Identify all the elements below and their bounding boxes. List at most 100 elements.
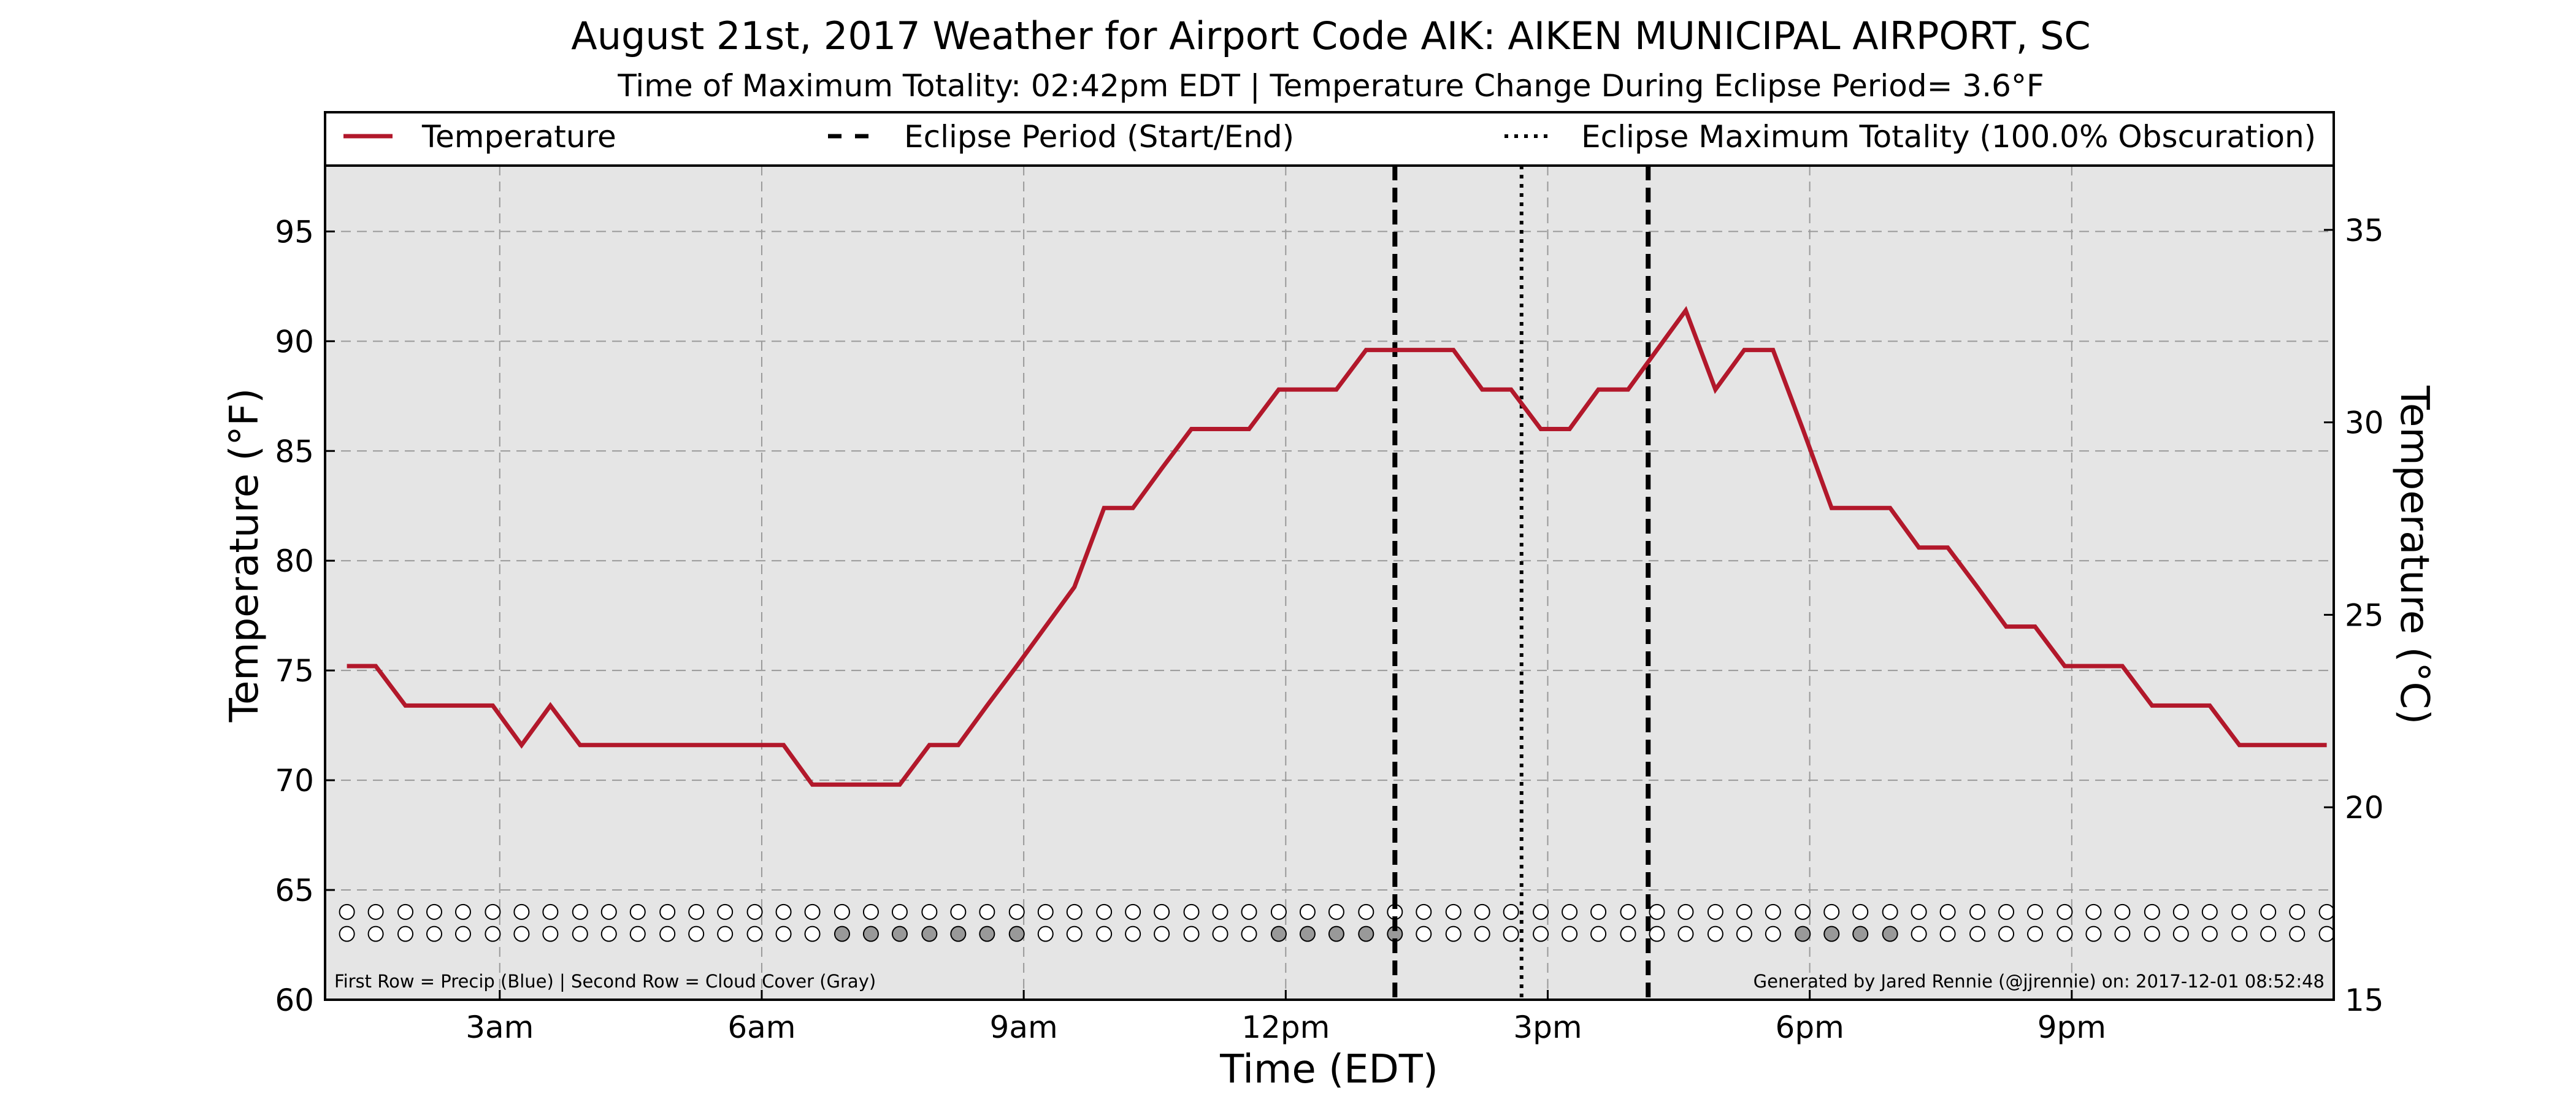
legend-eclipse-period-label: Eclipse Period (Start/End) bbox=[904, 119, 1294, 155]
cloud-cover-marker bbox=[2260, 926, 2277, 942]
precip-marker bbox=[1677, 903, 1694, 920]
cloud-cover-marker bbox=[1620, 926, 1636, 942]
cloud-cover-marker bbox=[485, 926, 501, 942]
cloud-cover-marker bbox=[2085, 926, 2102, 942]
cloud-cover-marker bbox=[1533, 926, 1549, 942]
precip-marker bbox=[1590, 903, 1607, 920]
precip-marker bbox=[804, 903, 821, 920]
x-tick-label: 3am bbox=[466, 1010, 534, 1045]
y-tick-label: 90 bbox=[275, 324, 314, 359]
cloud-cover-marker bbox=[746, 926, 763, 942]
precip-marker bbox=[1008, 903, 1025, 920]
y-right-tick-label: 20 bbox=[2345, 790, 2384, 826]
cloud-cover-marker bbox=[572, 926, 588, 942]
cloud-cover-marker bbox=[2172, 926, 2189, 942]
cloud-cover-marker bbox=[367, 926, 384, 942]
cloud-cover-marker bbox=[1416, 926, 1432, 942]
y-axis-left-label: Temperature (°F) bbox=[222, 388, 267, 723]
cloud-cover-marker bbox=[339, 926, 355, 942]
precip-marker bbox=[600, 903, 617, 920]
y-tick-label: 60 bbox=[275, 983, 314, 1018]
precip-marker bbox=[1474, 903, 1490, 920]
cloud-cover-marker bbox=[1911, 926, 1927, 942]
chart-subtitle: Time of Maximum Totality: 02:42pm EDT | … bbox=[617, 68, 2044, 104]
precip-marker bbox=[542, 903, 559, 920]
cloud-cover-marker bbox=[1882, 926, 1898, 942]
cloud-cover-marker bbox=[542, 926, 559, 942]
precip-marker bbox=[1765, 903, 1781, 920]
precip-marker bbox=[1939, 903, 1956, 920]
precip-marker bbox=[1212, 903, 1229, 920]
cloud-cover-marker bbox=[659, 926, 676, 942]
cloud-cover-marker bbox=[1445, 926, 1462, 942]
x-tick-label: 3pm bbox=[1513, 1010, 1582, 1045]
cloud-cover-marker bbox=[834, 926, 850, 942]
y-right-tick-label: 25 bbox=[2345, 597, 2384, 633]
y-tick-label: 70 bbox=[275, 763, 314, 799]
precip-marker bbox=[1328, 903, 1344, 920]
cloud-cover-marker bbox=[717, 926, 734, 942]
cloud-cover-marker bbox=[804, 926, 821, 942]
y-axis-right-label: Temperature (°C) bbox=[2391, 385, 2437, 724]
precip-marker bbox=[1998, 903, 2015, 920]
y-tick-label: 65 bbox=[275, 873, 314, 908]
precip-marker bbox=[2318, 903, 2335, 920]
cloud-cover-marker bbox=[1823, 926, 1840, 942]
cloud-cover-marker bbox=[950, 926, 967, 942]
precip-marker bbox=[979, 903, 995, 920]
y-right-tick-label: 30 bbox=[2345, 405, 2384, 441]
cloud-cover-marker bbox=[1474, 926, 1490, 942]
cloud-cover-marker bbox=[2114, 926, 2131, 942]
precip-marker bbox=[950, 903, 967, 920]
cloud-cover-marker bbox=[1125, 926, 1141, 942]
grid-lines bbox=[325, 166, 2334, 1000]
cloud-cover-marker bbox=[1037, 926, 1054, 942]
precip-marker bbox=[1503, 903, 1519, 920]
precip-marker bbox=[862, 903, 879, 920]
precip-marker bbox=[2289, 903, 2306, 920]
precip-marker bbox=[1066, 903, 1083, 920]
precip-marker bbox=[1358, 903, 1374, 920]
y-tick-label: 75 bbox=[275, 653, 314, 689]
cloud-cover-marker bbox=[1969, 926, 1986, 942]
cloud-cover-marker bbox=[1270, 926, 1287, 942]
cloud-cover-marker bbox=[2027, 926, 2044, 942]
precip-marker bbox=[1270, 903, 1287, 920]
cloud-cover-marker bbox=[1562, 926, 1578, 942]
precip-marker bbox=[1620, 903, 1636, 920]
cloud-cover-marker bbox=[1096, 926, 1113, 942]
precip-marker bbox=[1852, 903, 1869, 920]
cloud-cover-marker bbox=[600, 926, 617, 942]
precip-marker bbox=[1299, 903, 1316, 920]
cloud-cover-marker bbox=[1503, 926, 1519, 942]
precip-marker bbox=[891, 903, 908, 920]
cloud-cover-marker bbox=[2231, 926, 2248, 942]
cloud-cover-marker bbox=[688, 926, 705, 942]
precip-marker bbox=[1183, 903, 1200, 920]
cloud-cover-marker bbox=[426, 926, 442, 942]
cloud-cover-marker bbox=[862, 926, 879, 942]
footnote-right: Generated by Jared Rennie (@jjrennie) on… bbox=[1754, 971, 2325, 992]
precip-marker bbox=[454, 903, 471, 920]
precip-marker bbox=[485, 903, 501, 920]
cloud-cover-marker bbox=[1358, 926, 1374, 942]
x-tick-label: 9pm bbox=[2037, 1010, 2106, 1045]
precip-marker bbox=[629, 903, 646, 920]
precip-marker bbox=[2085, 903, 2102, 920]
y-right-tick-label: 35 bbox=[2345, 213, 2384, 248]
precip-marker bbox=[2231, 903, 2248, 920]
cloud-cover-marker bbox=[397, 926, 413, 942]
y-tick-label: 95 bbox=[275, 214, 314, 250]
cloud-cover-marker bbox=[513, 926, 530, 942]
y-right-tick-label: 15 bbox=[2345, 983, 2384, 1018]
precip-marker bbox=[1037, 903, 1054, 920]
cloud-cover-marker bbox=[775, 926, 792, 942]
x-tick-label: 9am bbox=[990, 1010, 1058, 1045]
cloud-cover-marker bbox=[1677, 926, 1694, 942]
cloud-cover-marker bbox=[2318, 926, 2335, 942]
precip-marker bbox=[775, 903, 792, 920]
precip-marker bbox=[1533, 903, 1549, 920]
precip-marker bbox=[1154, 903, 1170, 920]
precip-marker bbox=[1241, 903, 1257, 920]
